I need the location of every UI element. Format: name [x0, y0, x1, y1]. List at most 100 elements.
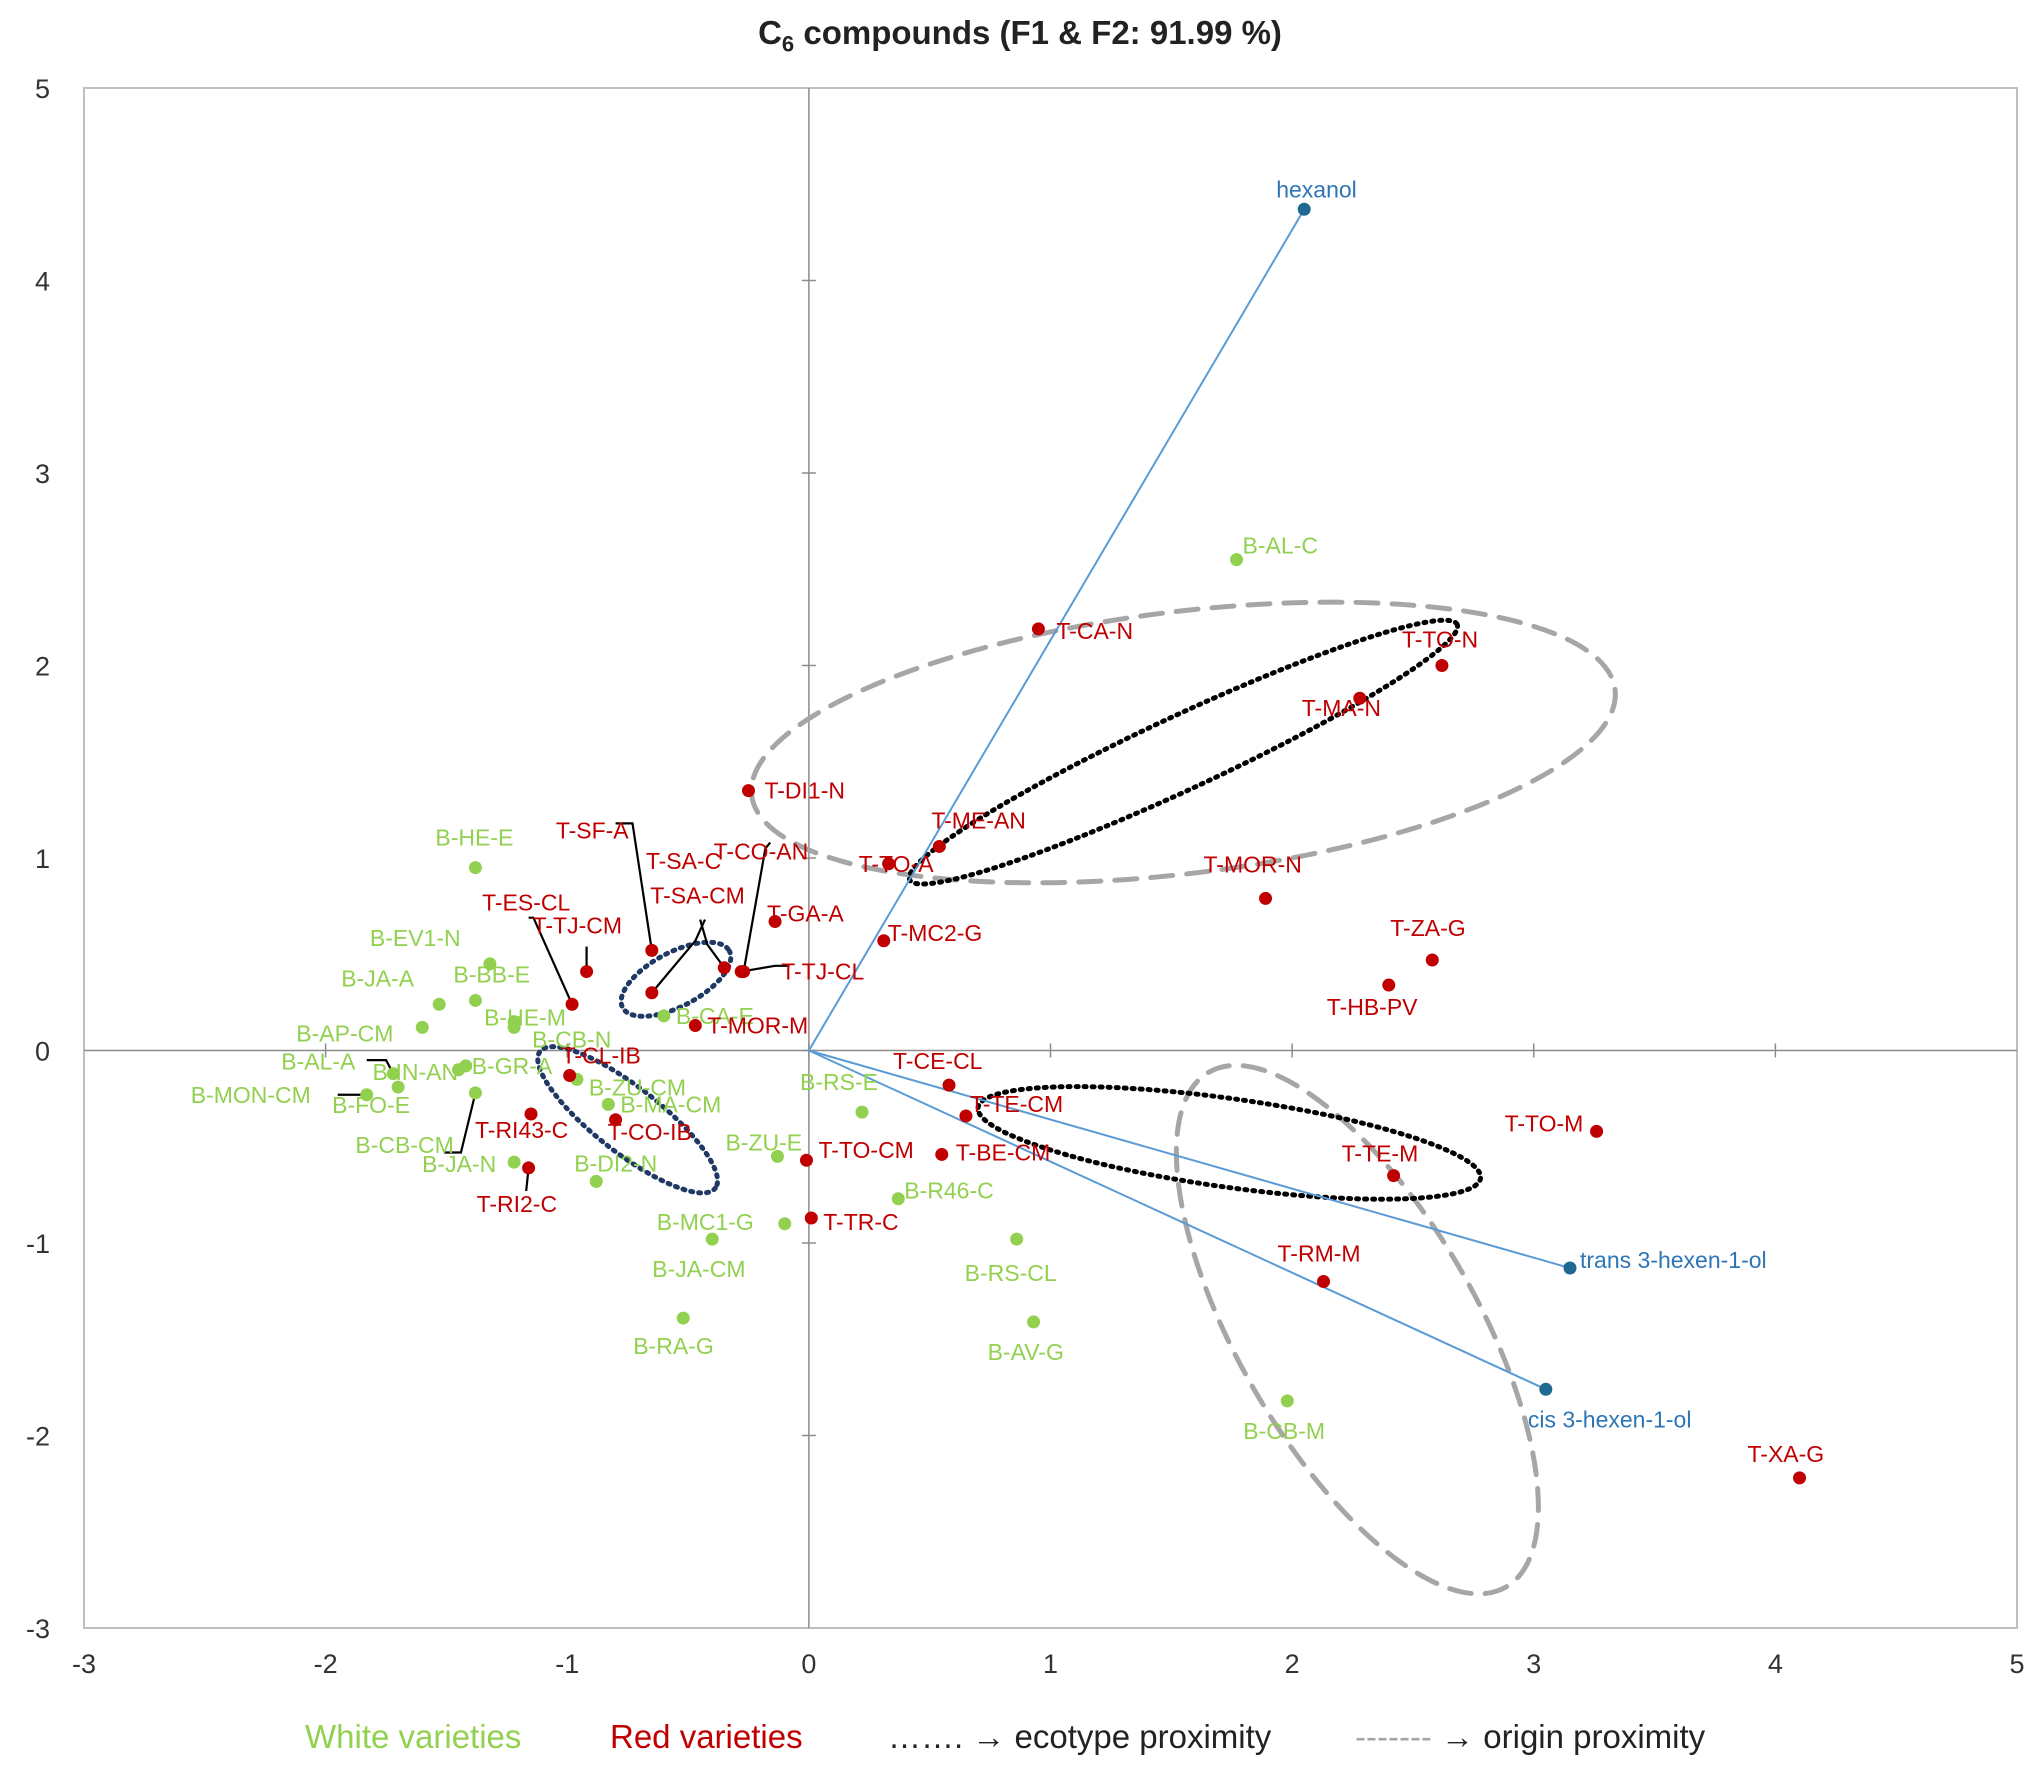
point-t-co-an	[737, 965, 751, 979]
label-t-te-cm: T-TE-CM	[970, 1091, 1063, 1117]
point-b-di2-n	[589, 1174, 603, 1188]
label-leader-line	[528, 916, 574, 1005]
label-t-ri43-c: T-RI43-C	[475, 1117, 568, 1143]
plot-frame	[83, 87, 2018, 1629]
x-tick-label: 5	[2009, 1649, 2024, 1679]
y-tick-label: 1	[35, 844, 50, 874]
label-t-cl-ib: T-CL-IB	[562, 1043, 641, 1069]
point-t-sf-a	[645, 943, 659, 957]
point-b-ap-cm	[415, 1020, 429, 1034]
point-b-rs-cl	[1010, 1232, 1024, 1246]
label-b-mon-cm: B-MON-CM	[191, 1082, 311, 1108]
label-leader-line	[741, 964, 790, 973]
label-b-zu-e: B-ZU-E	[725, 1129, 802, 1155]
point-t-ri43-c	[524, 1107, 538, 1121]
label-t-co-an: T-CO-AN	[714, 839, 809, 865]
x-tick-label: -3	[72, 1649, 96, 1679]
y-tick-label: -2	[26, 1422, 50, 1452]
legend-white-label: White varieties	[305, 1718, 522, 1755]
point-t-xa-g	[1793, 1471, 1807, 1485]
point-b-r46-c	[891, 1192, 905, 1206]
ecotype-proximity-ellipse	[535, 1044, 721, 1196]
point-b-mc1-g	[778, 1217, 792, 1231]
label-t-to-cm: T-TO-CM	[818, 1137, 913, 1163]
point-b-ca-e	[657, 1009, 671, 1023]
legend-white: White varieties	[305, 1718, 521, 1756]
point-b-al-c	[1230, 553, 1244, 567]
label-t-tr-c: T-TR-C	[823, 1209, 898, 1235]
label-b-ra-g: B-RA-G	[633, 1333, 714, 1359]
x-tick-label: 0	[801, 1649, 816, 1679]
vector-label-trans-3-hexen-1-ol: trans 3-hexen-1-ol	[1580, 1247, 1767, 1273]
label-leader-line	[699, 919, 726, 969]
label-t-es-cl: T-ES-CL	[482, 889, 570, 915]
point-t-sa-cm	[717, 961, 731, 975]
variable-vectors: hexanol trans 3-hexen-1-ol cis 3-hexen-1-o…	[808, 176, 1767, 1432]
label-t-di1-n: T-DI1-N	[764, 778, 845, 804]
point-t-sa-c	[645, 986, 659, 1000]
legend-ecotype-text: → ecotype proximity	[972, 1718, 1272, 1755]
label-t-rm-m: T-RM-M	[1278, 1241, 1361, 1267]
label-t-mc2-g: T-MC2-G	[888, 920, 983, 946]
point-b-zu-e	[770, 1149, 784, 1163]
label-b-ja-cm: B-JA-CM	[652, 1256, 745, 1282]
point-t-ma-n	[1353, 691, 1367, 705]
legend-ecotype-symbol: …….	[888, 1718, 964, 1755]
point-t-te-cm	[959, 1109, 973, 1123]
point-b-al-a	[386, 1067, 400, 1081]
label-t-za-g: T-ZA-G	[1390, 915, 1465, 941]
label-b-rs-cl: B-RS-CL	[965, 1260, 1057, 1286]
point-t-mor-m	[688, 1018, 702, 1032]
point-t-mc2-g	[877, 934, 891, 948]
legend-red-label: Red varieties	[610, 1718, 803, 1755]
label-b-ja-a: B-JA-A	[341, 965, 415, 991]
label-t-be-cm: T-BE-CM	[956, 1139, 1051, 1165]
label-t-ma-n: T-MA-N	[1302, 695, 1381, 721]
point-t-es-cl	[565, 997, 579, 1011]
point-t-me-an	[932, 839, 946, 853]
point-t-te-m	[1387, 1169, 1401, 1183]
label-b-bb-e: B-BB-E	[453, 961, 530, 987]
point-b-gr-a	[459, 1059, 473, 1073]
point-b-ma-cm	[601, 1097, 615, 1111]
point-b-cb-n	[507, 1020, 521, 1034]
point-b-he-e	[468, 861, 482, 875]
point-t-tj-cm	[580, 965, 594, 979]
point-t-to-n	[1435, 659, 1449, 672]
point-b-cb-m	[1280, 1394, 1294, 1408]
point-t-to-m	[1590, 1124, 1604, 1138]
label-b-al-a: B-AL-A	[281, 1049, 356, 1075]
vector-point-cis-3-hexen-1-ol	[1539, 1382, 1553, 1396]
point-t-to-cm	[799, 1153, 813, 1167]
label-t-me-an: T-ME-AN	[931, 807, 1026, 833]
point-b-ja-cm	[705, 1232, 719, 1246]
label-b-he-m: B-HE-M	[484, 1005, 566, 1031]
point-t-za-g	[1425, 953, 1439, 967]
y-tick-label: 2	[35, 652, 50, 682]
label-leader-lines	[337, 822, 790, 1192]
y-tick-label: 3	[35, 459, 50, 489]
label-b-in-an: B-IN-AN	[373, 1059, 459, 1085]
legend-red: Red varieties	[610, 1718, 803, 1756]
y-tick-label: -3	[26, 1614, 50, 1644]
y-tick-label: -1	[26, 1229, 50, 1259]
label-t-tj-cm: T-TJ-CM	[533, 913, 622, 939]
label-b-mc1-g: B-MC1-G	[657, 1209, 754, 1235]
label-t-ca-n: T-CA-N	[1056, 618, 1133, 644]
vector-line-cis-3-hexen-1-ol	[808, 1049, 1547, 1391]
label-t-te-m: T-TE-M	[1342, 1141, 1419, 1167]
ecotype-proximity-ellipse	[906, 617, 1461, 887]
point-b-bb-e	[468, 993, 482, 1007]
label-b-gr-a: B-GR-A	[472, 1053, 553, 1079]
label-b-zu-cm: B-ZU-CM	[589, 1074, 686, 1100]
label-leader-line	[444, 1092, 477, 1154]
label-t-co-ib: T-CO-IB	[608, 1119, 692, 1145]
observation-points	[360, 553, 1807, 1485]
vector-label-hexanol: hexanol	[1276, 176, 1357, 202]
label-b-di2-n: B-DI2-N	[574, 1150, 657, 1176]
point-t-mor-n	[1259, 891, 1273, 905]
label-b-av-g: B-AV-G	[988, 1339, 1064, 1365]
point-t-di1-n	[741, 784, 755, 798]
point-t-be-cm	[935, 1147, 949, 1161]
